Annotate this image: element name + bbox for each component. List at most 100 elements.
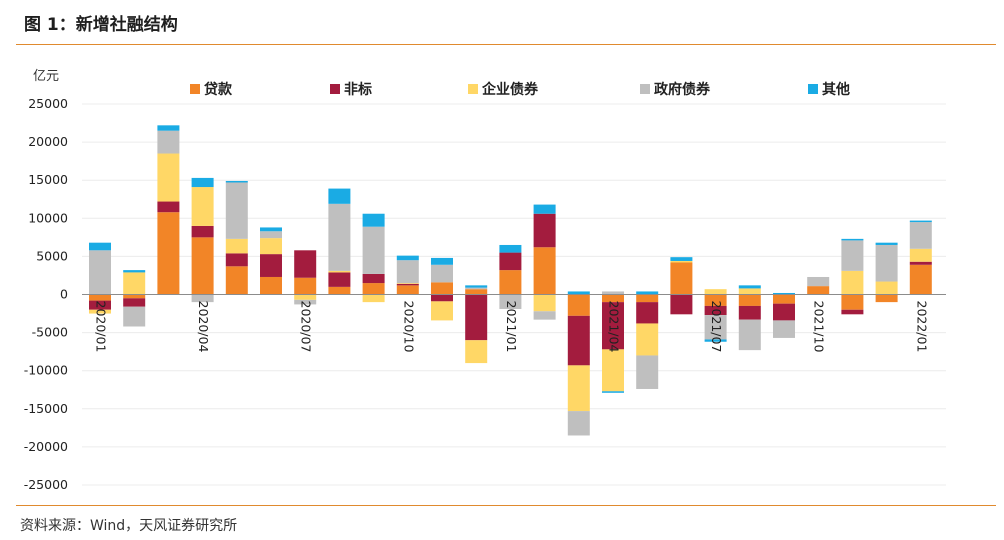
axes: 亿元 -25000 -20000 -15000 -10000 -5000 0 5000 1000… (24, 69, 946, 492)
bar-segment (89, 294, 111, 301)
bar-segment (567, 411, 590, 436)
bar-segment (294, 250, 317, 278)
bar-segment (431, 301, 453, 321)
bar-segment (328, 203, 351, 271)
y-tick-label: 10000 (28, 210, 68, 225)
bar-segment (875, 242, 898, 245)
bar-segment (431, 294, 453, 302)
x-tick-label: 2022/01 (914, 301, 929, 353)
bar-segment (533, 204, 556, 214)
bar-segment (704, 315, 727, 340)
bar-segment (260, 227, 282, 232)
bar-segment (191, 177, 214, 188)
y-tick-label: 25000 (28, 96, 68, 111)
bar-segment (670, 257, 693, 261)
legend-swatch (808, 84, 818, 94)
bar-segment (260, 238, 282, 255)
bar-segment (362, 213, 385, 227)
bar-segment (773, 292, 795, 295)
bar-segment (225, 266, 248, 295)
bar-segment (533, 247, 556, 295)
bar-segment (191, 225, 214, 238)
bar-segment (841, 294, 864, 310)
bar-segment (294, 299, 317, 305)
legend-swatch (330, 84, 340, 94)
bar-segment (362, 294, 385, 303)
x-tick-label: 2021/01 (504, 301, 519, 353)
y-tick-label: 5000 (36, 248, 68, 263)
bar-segment (191, 187, 214, 226)
bar-segment (841, 240, 864, 271)
bar-segment (123, 294, 146, 299)
bar-segment (431, 282, 453, 295)
bar-segment (567, 294, 590, 316)
x-tick-label: 2021/04 (607, 301, 622, 353)
bar-segment (396, 283, 419, 284)
bar-segment (738, 305, 761, 320)
bar-segment (738, 319, 761, 351)
y-tick-label: 0 (60, 287, 68, 302)
bar-segment (738, 294, 761, 306)
x-tick-label: 2020/04 (196, 301, 211, 353)
bar-segment (89, 242, 111, 251)
bar-segment (123, 272, 146, 295)
title-divider (16, 44, 996, 45)
bar-segment (533, 294, 556, 312)
bar-segment (602, 349, 624, 392)
bar-segment (465, 289, 488, 295)
bar-segment (807, 286, 830, 295)
bar-segment (89, 250, 111, 295)
legend: 贷款 非标 企业债券 政府债券 其他 (190, 81, 850, 98)
bar-segment (875, 281, 898, 295)
legend-label: 贷款 (204, 81, 233, 98)
bar-segment (875, 294, 898, 303)
bar-segment (89, 309, 111, 314)
bar-segment (362, 283, 385, 295)
bar-segment (499, 252, 522, 271)
bar-segment (123, 306, 146, 327)
bar-segment (602, 291, 624, 295)
bar-segment (602, 294, 624, 303)
y-tick-label: -20000 (24, 439, 68, 454)
bar-segment (636, 302, 659, 324)
bar-segment (260, 254, 282, 277)
bar-segment (157, 153, 180, 202)
bar-segment (465, 294, 488, 341)
x-tick-label: 2021/10 (812, 301, 827, 353)
legend-swatch (190, 84, 200, 94)
y-tick-label: 20000 (28, 134, 68, 149)
legend-item: 企业债券 (468, 81, 539, 98)
bar-segment (123, 270, 146, 273)
x-tick-label: 2020/01 (94, 301, 109, 353)
bar-segment (704, 289, 727, 295)
bar-segment (225, 253, 248, 267)
y-axis-unit: 亿元 (33, 69, 59, 84)
bar-segment (225, 238, 248, 254)
x-tick-label: 2020/10 (401, 301, 416, 353)
bar-segment (499, 270, 522, 295)
bar-segment (328, 286, 351, 295)
gridlines (82, 103, 946, 486)
bar-segment (499, 294, 522, 309)
y-tick-label: -15000 (24, 401, 68, 416)
bar-segment (431, 257, 453, 265)
bar-segment (773, 320, 795, 338)
legend-item: 贷款 (190, 81, 233, 98)
bar-segment (465, 285, 488, 288)
bar-segment (636, 323, 659, 356)
bar-segment (396, 255, 419, 261)
bar-segment (225, 182, 248, 239)
figure-title: 图 1：新增社融结构 (24, 15, 178, 35)
bar-segment (670, 294, 693, 315)
bar-segment (294, 277, 317, 295)
bar-segment (875, 244, 898, 282)
bar-segment (807, 276, 830, 287)
stacked-bar-chart: 亿元 -25000 -20000 -15000 -10000 -5000 0 5000 1000… (24, 69, 946, 492)
bar-segment (328, 270, 351, 273)
bar-segment (670, 262, 693, 295)
bar-segment (396, 260, 419, 284)
bar-segment (704, 305, 727, 316)
bar-segment (157, 130, 180, 154)
bar-segment (738, 285, 761, 289)
bar-segment (294, 294, 317, 300)
